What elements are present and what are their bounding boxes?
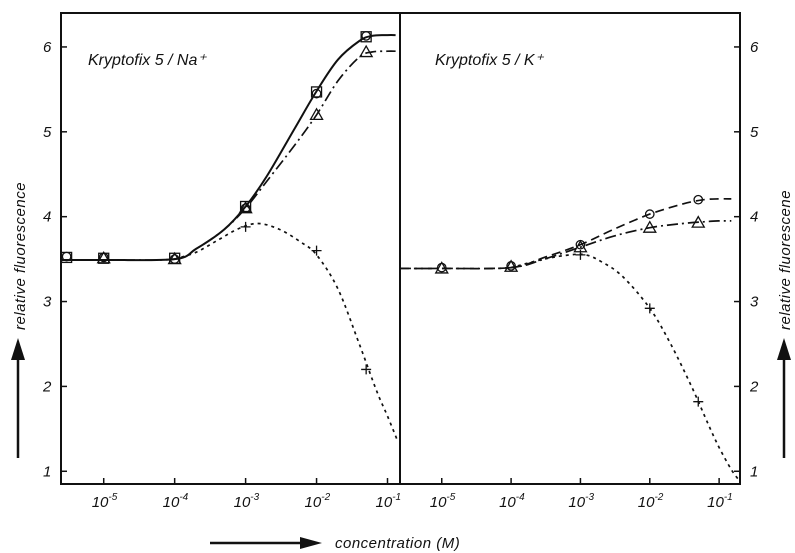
y-axis-arrow-left	[11, 338, 25, 458]
y-axis-title-left: relative fluorescence	[12, 182, 29, 330]
x-tick-label-0-3: 10-2	[305, 492, 331, 511]
point-0-3-1	[311, 245, 322, 256]
panel-title-right: Kryptofix 5 / K⁺	[435, 52, 545, 69]
point-0-1-0	[61, 251, 72, 262]
point-0-2-3	[309, 107, 324, 120]
x-tick-label-0-2: 10-3	[234, 492, 260, 511]
point-0-2-1	[167, 251, 182, 265]
series-line-1-2	[510, 253, 741, 482]
y-tick-label-1-1: 2	[749, 378, 759, 395]
point-1-2-0	[575, 249, 586, 260]
svg-text:relative fluorescence: relative fluorescence	[12, 182, 29, 330]
x-tick-label-1-0: 10-5	[430, 492, 456, 511]
point-1-1-1	[503, 259, 519, 272]
point-1-2-2	[693, 396, 704, 407]
x-tick-label-1-4: 10-1	[707, 492, 733, 511]
point-0-2-2	[238, 200, 253, 214]
point-1-0-4	[693, 194, 704, 205]
series-line-0-2	[60, 50, 396, 262]
series-line-1-1	[399, 220, 732, 270]
y-tick-label-1-3: 4	[750, 209, 758, 226]
y-tick-label-1-2: 3	[750, 294, 759, 311]
point-0-0-4	[310, 86, 323, 98]
y-tick-label-1-4: 5	[750, 124, 759, 141]
panel-right: 10-5 10-4 10-3 10-2 10-1 1 2 3 4 5 6	[399, 39, 759, 511]
x-tick-label-1-2: 10-3	[568, 492, 594, 511]
y-tick-label-0-1: 2	[42, 378, 52, 395]
y-tick-label-0-0: 1	[43, 463, 51, 480]
y-axis-title-right: relative fluoresce­ne	[777, 190, 794, 330]
point-1-1-0	[434, 261, 449, 274]
point-0-1-4	[311, 88, 322, 99]
series-line-0-3	[174, 222, 399, 442]
point-0-3-2	[361, 364, 372, 375]
x-tick-label-0-4: 10-1	[376, 492, 402, 511]
x-tick-label-0-0: 10-5	[92, 492, 118, 511]
y-tick-label-0-4: 5	[43, 124, 52, 141]
y-axis-arrow-right	[777, 338, 791, 458]
point-1-1-4	[691, 215, 706, 228]
point-0-3-0	[240, 221, 251, 232]
point-1-0-3	[644, 209, 655, 219]
point-0-2-4	[359, 44, 374, 58]
point-0-1-5	[361, 31, 371, 41]
y-tick-label-0-2: 3	[43, 294, 52, 311]
point-1-1-3	[642, 220, 657, 233]
point-1-2-1	[644, 303, 655, 314]
x-tick-label-1-1: 10-4	[499, 492, 525, 511]
y-tick-label-0-5: 6	[43, 39, 52, 56]
panel-left: 10-5 10-4 10-3 10-2 10-1 1 2 3 4 5 6	[42, 31, 402, 511]
panel-title-left: Kryptofix 5 / Na⁺	[88, 52, 207, 69]
series-line-1-0	[399, 197, 732, 270]
x-axis-title: concentration (M)	[335, 535, 460, 552]
x-axis-arrow	[210, 537, 322, 549]
x-tick-label-1-3: 10-2	[638, 492, 664, 511]
svg-text:relative fluoresce­ne: relative fluoresce­ne	[777, 190, 794, 330]
point-0-2-0	[96, 250, 111, 264]
x-tick-label-0-1: 10-4	[163, 492, 189, 511]
y-tick-label-1-5: 6	[750, 39, 759, 56]
y-tick-label-1-0: 1	[750, 463, 758, 480]
y-tick-label-0-3: 4	[43, 209, 51, 226]
